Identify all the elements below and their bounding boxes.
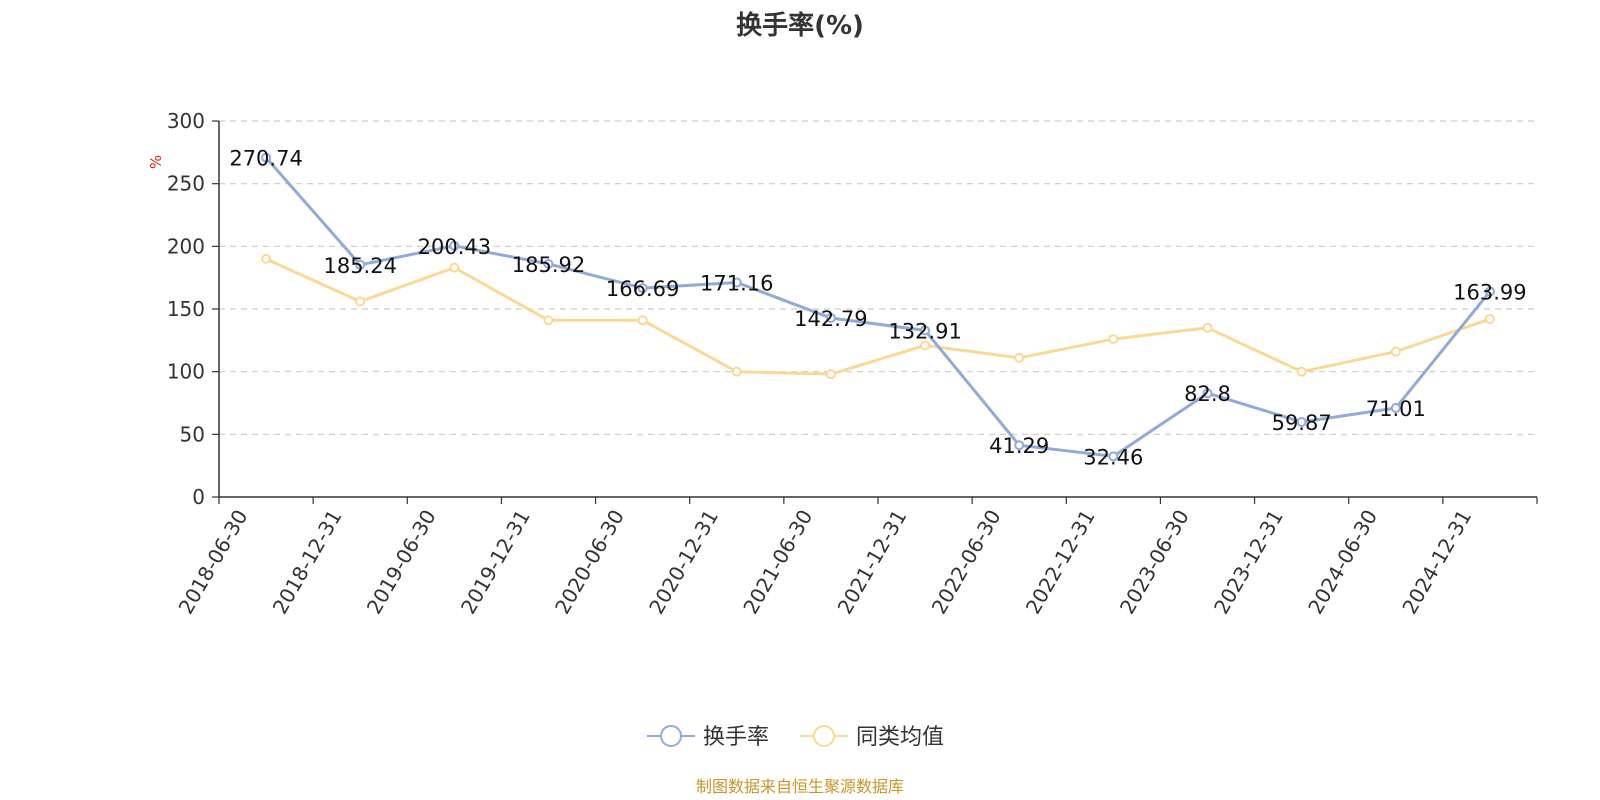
y-tick-label: 50 (180, 422, 205, 446)
series-line-turnover (264, 156, 1492, 458)
y-tick-label: 200 (167, 234, 205, 258)
legend[interactable]: 换手率 同类均值 (647, 725, 944, 750)
x-tick-label: 2019-06-30 (362, 506, 441, 619)
data-point-turnover (543, 258, 554, 269)
data-point-average (1202, 322, 1213, 333)
data-label: 185.92 (512, 253, 585, 277)
legend-label: 同类均值 (856, 725, 944, 750)
y-tick-label: 100 (167, 360, 205, 384)
data-point-turnover (1014, 440, 1025, 451)
data-point-average (1296, 366, 1307, 377)
x-tick-label: 2021-06-30 (738, 506, 817, 619)
data-point-average (1108, 334, 1119, 345)
data-point-average (449, 262, 460, 273)
data-label: 166.69 (606, 277, 679, 301)
series-line-average (265, 257, 1491, 376)
data-point-average (543, 315, 554, 326)
data-label: 132.91 (888, 319, 961, 343)
data-label: 270.74 (229, 147, 302, 171)
legend-label: 换手率 (703, 725, 769, 750)
legend-item-average[interactable]: 同类均值 (800, 725, 944, 750)
x-tick-label: 2019-12-31 (456, 506, 535, 619)
data-point-turnover (355, 259, 366, 270)
data-label: 41.29 (989, 434, 1049, 458)
data-label: 71.01 (1366, 397, 1426, 421)
y-tick-label: 150 (167, 297, 205, 321)
data-point-average (637, 315, 648, 326)
legend-circle-icon (813, 725, 835, 747)
gridlines (219, 120, 1537, 435)
data-label: 185.24 (323, 254, 396, 278)
data-point-average (1014, 352, 1025, 363)
x-tick-label: 2020-12-31 (644, 506, 723, 619)
data-point-turnover (1202, 388, 1213, 399)
data-label: 163.99 (1453, 280, 1526, 304)
x-tick-label: 2018-06-30 (173, 506, 252, 619)
x-tick-label: 2020-06-30 (550, 506, 629, 619)
x-tick-label: 2021-12-31 (832, 506, 911, 619)
y-axis-ticks: 0 50 100 150 200 250 300 (167, 109, 219, 509)
x-tick-label: 2023-12-31 (1209, 506, 1288, 619)
data-label: 59.87 (1272, 411, 1332, 435)
y-tick-label: 0 (192, 485, 205, 509)
data-point-turnover (1484, 286, 1495, 297)
data-label: 32.46 (1083, 445, 1143, 469)
data-point-turnover (261, 152, 272, 163)
data-point-average (731, 366, 742, 377)
data-label: 142.79 (794, 307, 867, 331)
data-point-turnover (731, 277, 742, 288)
x-tick-label: 2023-06-30 (1115, 506, 1194, 619)
data-label: 200.43 (418, 235, 491, 259)
data-point-average (355, 296, 366, 307)
x-axis-ticks: 2018-06-30 2018-12-31 2019-06-30 2019-12-31… (173, 497, 1538, 619)
data-point-average (261, 253, 272, 264)
legend-item-turnover[interactable]: 换手率 (647, 725, 769, 750)
x-tick-label: 2022-06-30 (927, 506, 1006, 619)
series-layer (261, 152, 1495, 462)
y-axis-unit: % (147, 155, 165, 169)
data-point-turnover (637, 283, 648, 294)
x-tick-label: 2018-12-31 (268, 506, 347, 619)
data-label: 171.16 (700, 271, 773, 295)
x-tick-label: 2024-12-31 (1397, 506, 1476, 619)
data-point-turnover (1390, 403, 1401, 414)
data-point-turnover (920, 325, 931, 336)
data-point-average (920, 340, 931, 351)
x-tick-label: 2022-12-31 (1021, 506, 1100, 619)
x-tick-label: 2024-06-30 (1303, 506, 1382, 619)
data-point-average (825, 369, 836, 380)
data-point-turnover (1108, 451, 1119, 462)
data-point-average (1390, 346, 1401, 357)
data-label: 82.8 (1184, 382, 1231, 406)
data-point-turnover (449, 240, 460, 251)
chart-title: 换手率(%) (736, 10, 864, 41)
data-point-turnover (825, 313, 836, 324)
data-labels: 270.74 185.24 200.43 185.92 166.69 171.16 142.… (229, 147, 1526, 470)
y-tick-label: 250 (167, 172, 205, 196)
axes (218, 121, 1537, 498)
data-point-turnover (1296, 416, 1307, 427)
data-point-average (1484, 314, 1495, 325)
legend-circle-icon (660, 725, 682, 747)
y-tick-label: 300 (167, 109, 205, 133)
source-note: 制图数据来自恒生聚源数据库 (696, 777, 904, 796)
